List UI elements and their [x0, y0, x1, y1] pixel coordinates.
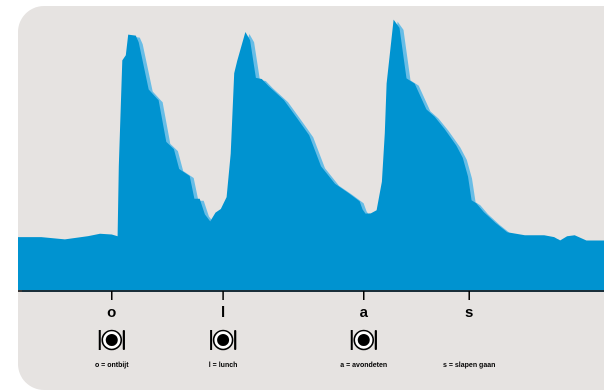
fork-icon	[350, 330, 353, 350]
plate-center-icon	[217, 334, 230, 346]
x-axis-ticks: o o = ontbijt l l = lunch a a = avondeten s s =…	[95, 291, 495, 369]
legend-caption: s = slapen gaan	[443, 362, 495, 369]
area-layer	[18, 19, 604, 292]
area-series	[18, 19, 604, 290]
legend-caption: l = lunch	[209, 362, 238, 369]
x-tick-label: a	[360, 304, 369, 321]
chart-card: o o = ontbijt l l = lunch a a = avondeten s s =…	[18, 6, 604, 390]
blood-glucose-chart: o o = ontbijt l l = lunch a a = avondeten s s =…	[18, 19, 604, 369]
fork-icon	[98, 330, 101, 350]
legend-caption: o = ontbijt	[95, 362, 129, 369]
legend-caption: a = avondeten	[340, 362, 387, 369]
knife-icon	[374, 330, 377, 350]
plate-center-icon	[357, 334, 370, 346]
x-tick-label: l	[221, 304, 225, 321]
knife-icon	[234, 330, 237, 350]
x-tick-label: o	[107, 304, 116, 321]
knife-icon	[122, 330, 125, 350]
plate-center-icon	[105, 334, 118, 346]
fork-icon	[210, 330, 213, 350]
x-tick-label: s	[465, 304, 473, 321]
